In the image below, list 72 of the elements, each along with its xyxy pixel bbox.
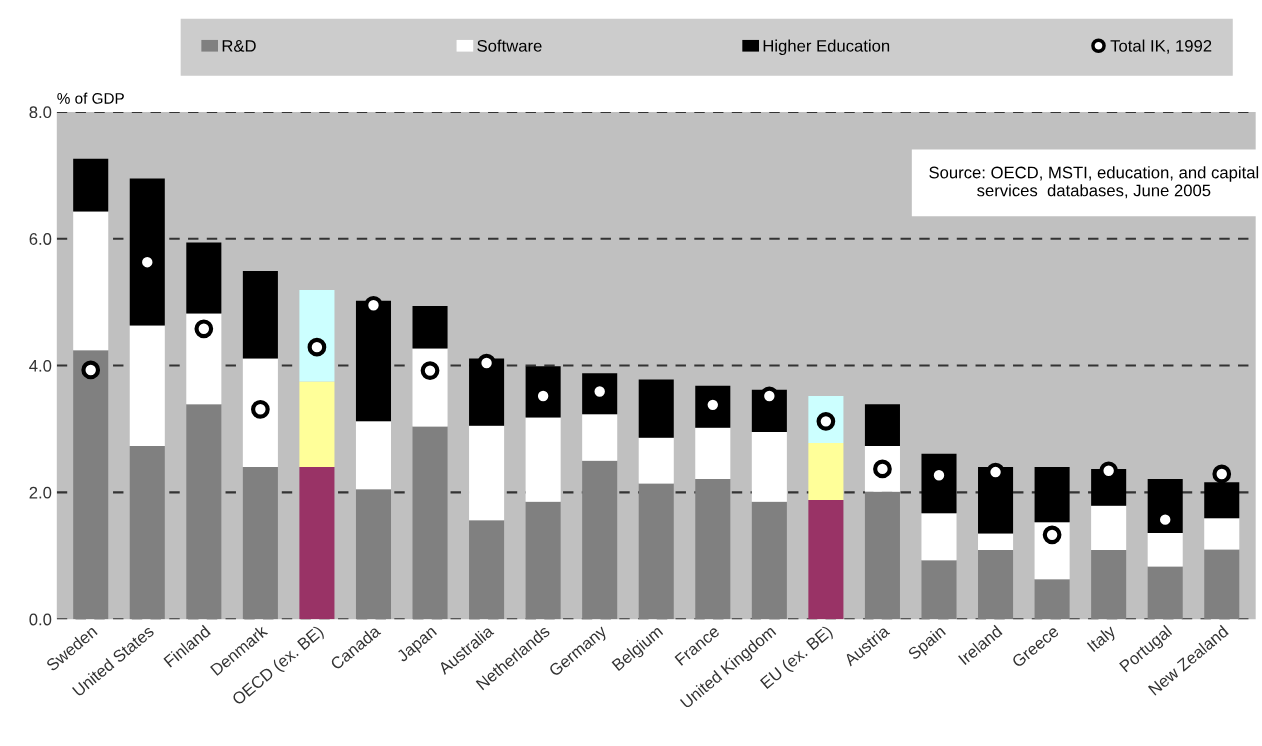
- bar: [186, 313, 222, 405]
- bar: [1034, 579, 1070, 620]
- y-tick-label: 4.0: [29, 359, 52, 372]
- bar: [921, 513, 957, 561]
- bar: [299, 290, 335, 382]
- bar: [525, 501, 561, 620]
- bar: [1204, 518, 1240, 550]
- bar: [638, 437, 674, 484]
- point: [307, 337, 327, 357]
- bar: [129, 325, 165, 447]
- point: [1212, 464, 1232, 484]
- bar: [808, 442, 844, 500]
- bar: [582, 460, 618, 620]
- bar: [73, 350, 109, 620]
- point: [81, 360, 101, 380]
- bar: [864, 491, 900, 620]
- annotation: Source: OECD, MSTI, education, and capital services databases, June 2005: [929, 166, 1259, 199]
- bar: [469, 425, 505, 521]
- bar: [242, 271, 278, 359]
- bar: [186, 242, 222, 314]
- bar: [695, 479, 731, 620]
- bar: [808, 499, 844, 620]
- legend-label: Software: [477, 39, 542, 52]
- bar: [978, 533, 1014, 551]
- bar: [73, 211, 109, 351]
- y-axis-title: % of GDP: [57, 92, 124, 104]
- legend-label: Total IK, 1992: [1110, 39, 1212, 54]
- bar: [1147, 566, 1183, 620]
- bar: [921, 560, 957, 620]
- bar: [978, 550, 1014, 620]
- bar: [299, 381, 335, 467]
- bar: [1204, 549, 1240, 620]
- bar: [412, 348, 448, 427]
- bar: [864, 404, 900, 447]
- y-tick-label: 2.0: [29, 486, 52, 499]
- bar: [1147, 532, 1183, 567]
- point: [420, 361, 440, 380]
- bar: [1091, 550, 1127, 620]
- bar: [129, 178, 165, 326]
- bar: [242, 467, 278, 620]
- bar: [469, 520, 505, 620]
- legend-label: Higher Education: [763, 39, 890, 56]
- y-tick-label: 8.0: [29, 106, 52, 119]
- bar: [469, 358, 505, 426]
- bar: [638, 379, 674, 438]
- bar: [242, 358, 278, 467]
- point: [251, 399, 270, 419]
- bar: [1034, 467, 1070, 523]
- bar: [751, 432, 787, 502]
- y-tick-label: 6.0: [29, 233, 52, 245]
- bar: [73, 158, 109, 212]
- bar: [412, 426, 448, 620]
- bar: [186, 404, 222, 620]
- bar: [1091, 505, 1127, 551]
- bar: [299, 467, 335, 620]
- bar: [1034, 522, 1070, 580]
- y-tick-label: 0.0: [29, 613, 52, 626]
- point: [194, 319, 214, 339]
- bar: [638, 483, 674, 620]
- bar: [582, 414, 618, 461]
- bar: [129, 446, 165, 620]
- bar: [525, 417, 561, 502]
- bar: [355, 489, 392, 620]
- legend-label: R&D: [222, 40, 256, 52]
- bar: [355, 300, 392, 422]
- x-tick-label: Italy: [1086, 624, 1119, 655]
- bar: [978, 467, 1014, 534]
- bar: [355, 421, 392, 490]
- bar: [751, 501, 787, 620]
- bar: [412, 305, 448, 349]
- bar: [695, 427, 731, 480]
- point: [1042, 525, 1062, 545]
